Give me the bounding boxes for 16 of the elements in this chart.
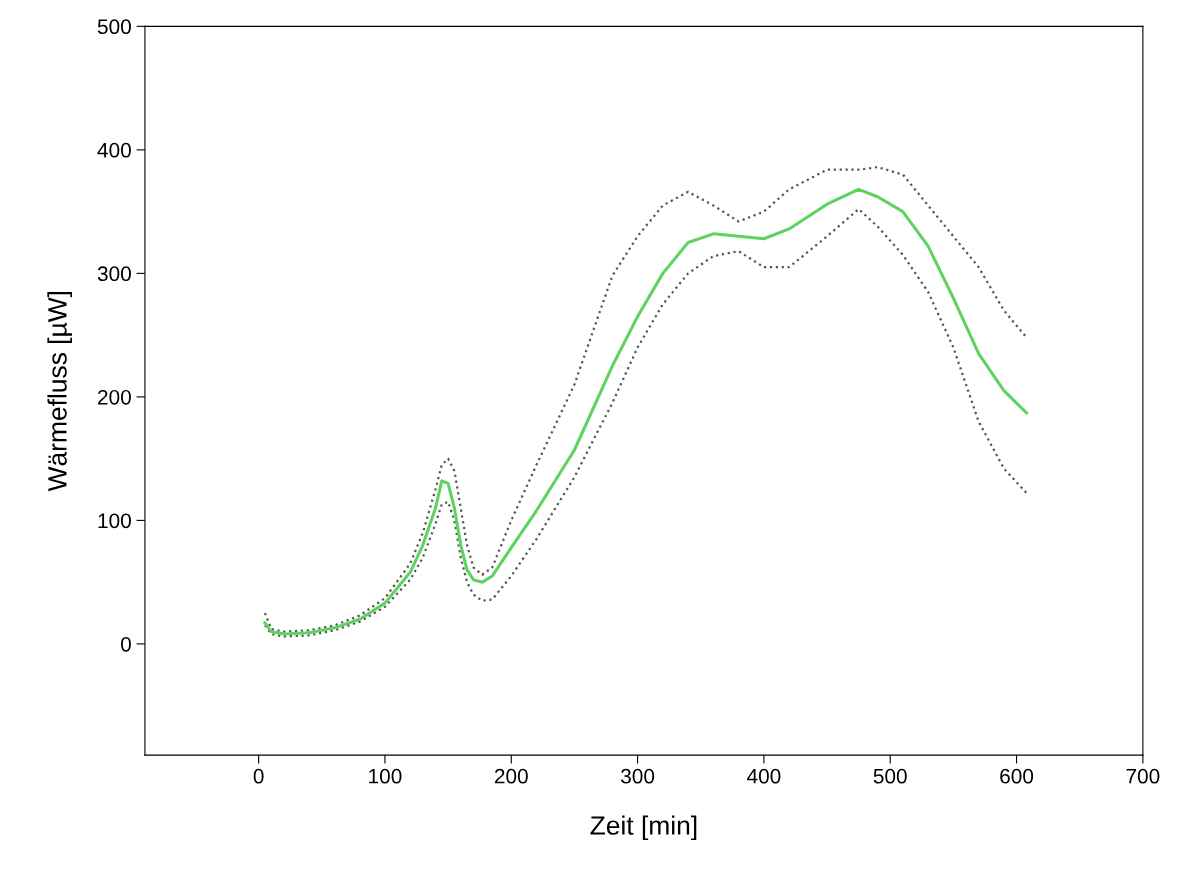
y-tick-label: 0 (120, 636, 131, 652)
x-tick-label: 0 (253, 768, 264, 784)
x-tick-label: 600 (1000, 768, 1034, 784)
x-tick-label: 400 (747, 768, 781, 784)
y-tick-label: 300 (97, 266, 131, 282)
x-tick-label: 100 (369, 768, 402, 784)
x-axis-title: Zeit [min] (590, 815, 697, 841)
x-tick-label: 200 (494, 768, 528, 784)
x-tick-label: 700 (1126, 768, 1160, 784)
y-tick-label: 400 (97, 142, 131, 158)
y-tick-label: 100 (98, 513, 131, 529)
x-tick-label: 300 (621, 768, 655, 784)
y-axis-title: Wärmefluss [µW] (47, 291, 72, 492)
x-tick-label: 500 (873, 768, 907, 784)
y-tick-label: 200 (98, 389, 131, 405)
y-tick-label: 500 (97, 19, 131, 35)
